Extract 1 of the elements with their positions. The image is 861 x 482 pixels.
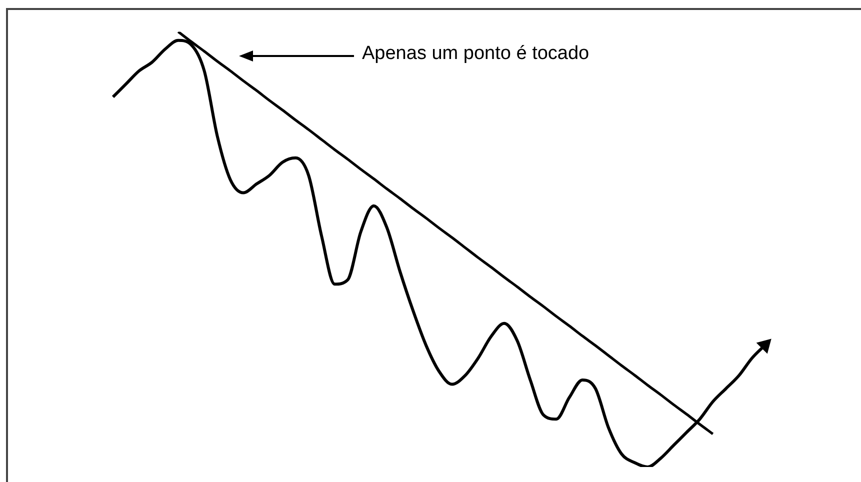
annotation: Apenas um ponto é tocado bbox=[362, 43, 590, 64]
